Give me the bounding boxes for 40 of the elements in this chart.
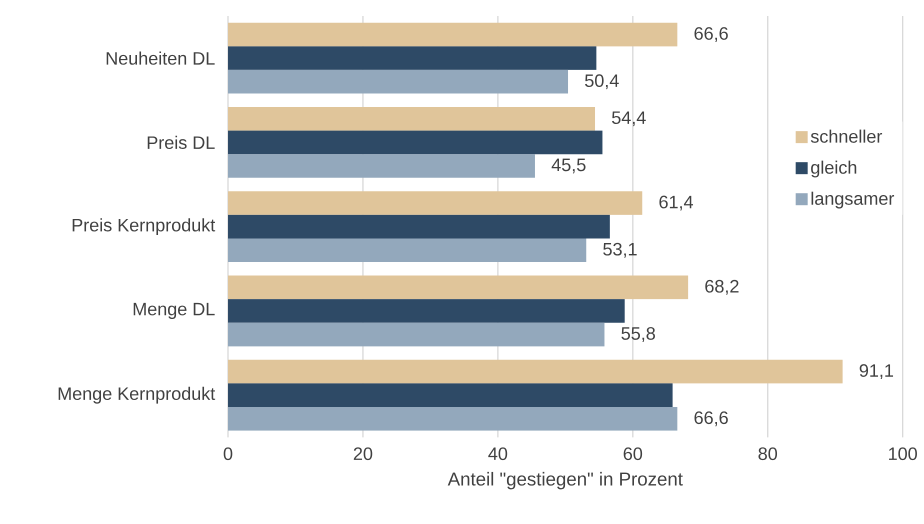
y-tick-label: Menge Kernprodukt [58,386,216,404]
bar [228,107,596,131]
legend-label: schneller [810,130,882,143]
data-label: 45,5 [552,158,586,174]
x-axis-title: Anteil "gestiegen" in Prozent [448,472,683,490]
data-label: 66,6 [694,27,728,42]
bar [228,360,843,384]
data-label: 66,6 [694,411,728,426]
bar [228,130,602,154]
legend-label: gleich [811,160,856,178]
bar [228,406,678,431]
data-label: 61,4 [659,196,694,211]
legend-label: langsamer [812,192,894,208]
y-tick-label: Neuheiten DL [106,52,215,65]
data-label: 53,1 [603,242,637,258]
bar [228,238,586,262]
bar [228,322,604,346]
data-label: 55,8 [621,327,655,342]
bar [228,276,688,300]
y-tick-label: Preis DL [148,136,215,149]
data-label: 50,4 [585,74,619,90]
y-tick-label: Menge DL [134,302,215,319]
x-tick-label: 80 [758,447,778,460]
bar [228,46,596,70]
bar [228,214,610,238]
bar [228,383,673,407]
bar [228,191,642,215]
bar [228,70,568,94]
x-tick-label: 100 [889,447,917,460]
x-tick-label: 0 [224,447,232,460]
data-label: 54,4 [612,111,646,126]
bar [228,299,625,323]
data-label: 68,2 [705,280,739,295]
x-tick-label: 60 [624,447,642,460]
data-label: 91,1 [860,364,894,380]
bar [228,154,535,178]
bar [228,22,678,46]
x-tick-label: 20 [354,447,372,460]
x-tick-label: 40 [488,447,508,460]
y-tick-label: Preis Kernprodukt [72,218,216,236]
